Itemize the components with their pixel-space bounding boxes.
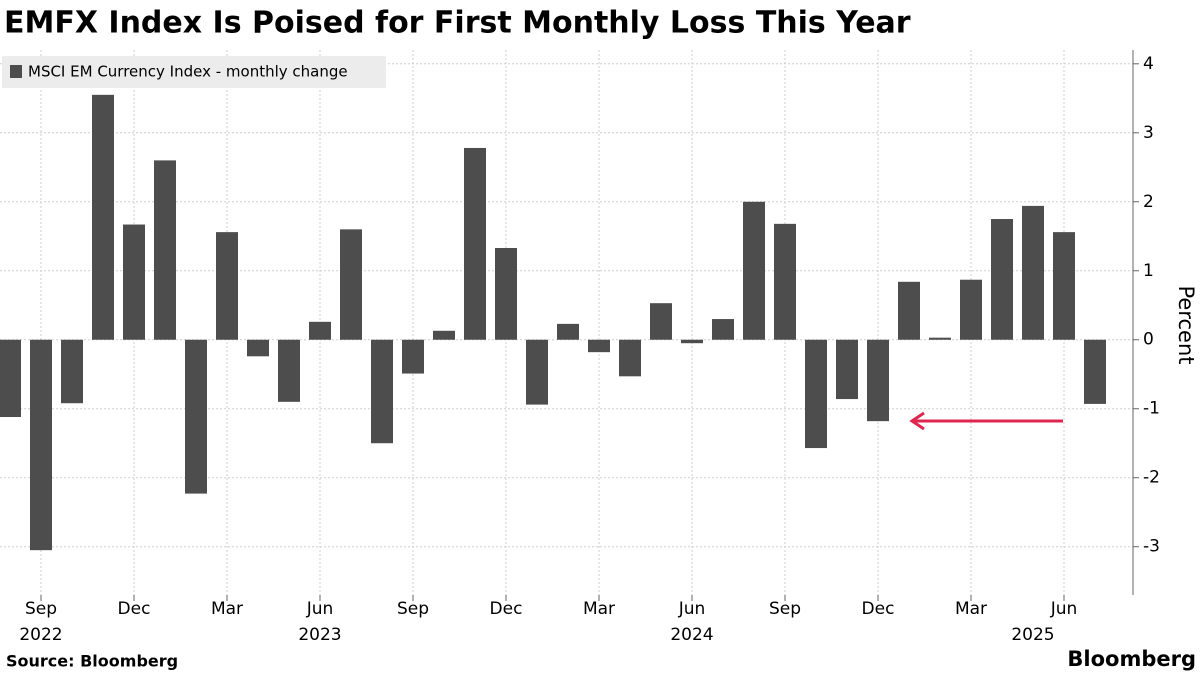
bar <box>650 303 672 340</box>
x-tick-label: Dec <box>118 599 151 619</box>
x-year-label: 2024 <box>670 625 713 645</box>
bar <box>247 339 269 357</box>
bar <box>1022 205 1044 340</box>
x-tick-label: Mar <box>211 599 243 619</box>
bar <box>309 321 331 340</box>
bar <box>92 94 114 340</box>
x-year-label: 2025 <box>1011 625 1054 645</box>
bar <box>960 279 982 340</box>
source: Source: Bloomberg <box>6 652 178 671</box>
bar <box>867 339 889 422</box>
bar <box>402 339 424 374</box>
bar <box>371 339 393 444</box>
bar <box>774 223 796 340</box>
bar <box>1053 232 1075 340</box>
y-axis-label: Percent <box>1174 285 1198 364</box>
y-tick-label: 3 <box>1143 123 1154 143</box>
bar <box>619 339 641 377</box>
bar <box>526 339 548 405</box>
x-tick-label: Dec <box>490 599 523 619</box>
x-tick-label: Sep <box>25 599 57 619</box>
legend-label: MSCI EM Currency Index - monthly change <box>28 63 348 81</box>
brand: Bloomberg <box>1067 647 1196 671</box>
bar <box>0 339 21 418</box>
bar <box>340 229 362 340</box>
x-tick-label: Jun <box>1050 599 1078 619</box>
y-tick-label: -2 <box>1143 468 1160 488</box>
bar <box>30 339 52 551</box>
x-tick-label: Dec <box>862 599 895 619</box>
bar <box>154 160 176 340</box>
legend-swatch <box>10 65 22 78</box>
bar <box>836 339 858 400</box>
bar <box>495 247 517 340</box>
y-tick-label: 0 <box>1143 330 1154 350</box>
bar <box>929 337 951 340</box>
bar <box>216 232 238 340</box>
y-tick-label: -3 <box>1143 537 1160 557</box>
annotation-arrow-head <box>909 411 925 431</box>
x-tick-label: Jun <box>678 599 706 619</box>
x-tick-label: Jun <box>306 599 334 619</box>
x-tick-label: Mar <box>583 599 615 619</box>
bar <box>123 224 145 340</box>
y-tick-label: -1 <box>1143 399 1160 419</box>
bar <box>991 219 1013 340</box>
bar <box>464 147 486 340</box>
y-tick-label: 1 <box>1143 261 1154 281</box>
bar <box>743 201 765 340</box>
bar <box>433 330 455 340</box>
x-year-label: 2023 <box>298 625 341 645</box>
x-tick-label: Sep <box>769 599 801 619</box>
bar <box>1084 339 1106 404</box>
y-tick-label: 2 <box>1143 192 1154 212</box>
plot-area: -3 -2 -1 0 1 2 3 4 Sep 2022 Dec Mar Jun 2023 Sep Dec Mar… <box>0 50 1160 645</box>
x-tick-label: Sep <box>397 599 429 619</box>
bar <box>805 339 827 449</box>
bar <box>898 281 920 340</box>
bar <box>278 339 300 402</box>
bar <box>557 323 579 340</box>
chart-title: EMFX Index Is Poised for First Monthly L… <box>4 6 911 41</box>
x-year-label: 2022 <box>19 625 62 645</box>
y-tick-label: 4 <box>1143 54 1154 74</box>
bar <box>185 339 207 494</box>
bar <box>712 319 734 340</box>
x-tick-label: Mar <box>955 599 987 619</box>
legend-box <box>2 56 386 88</box>
bar <box>61 339 83 404</box>
bar <box>681 339 703 344</box>
bar <box>588 339 610 353</box>
